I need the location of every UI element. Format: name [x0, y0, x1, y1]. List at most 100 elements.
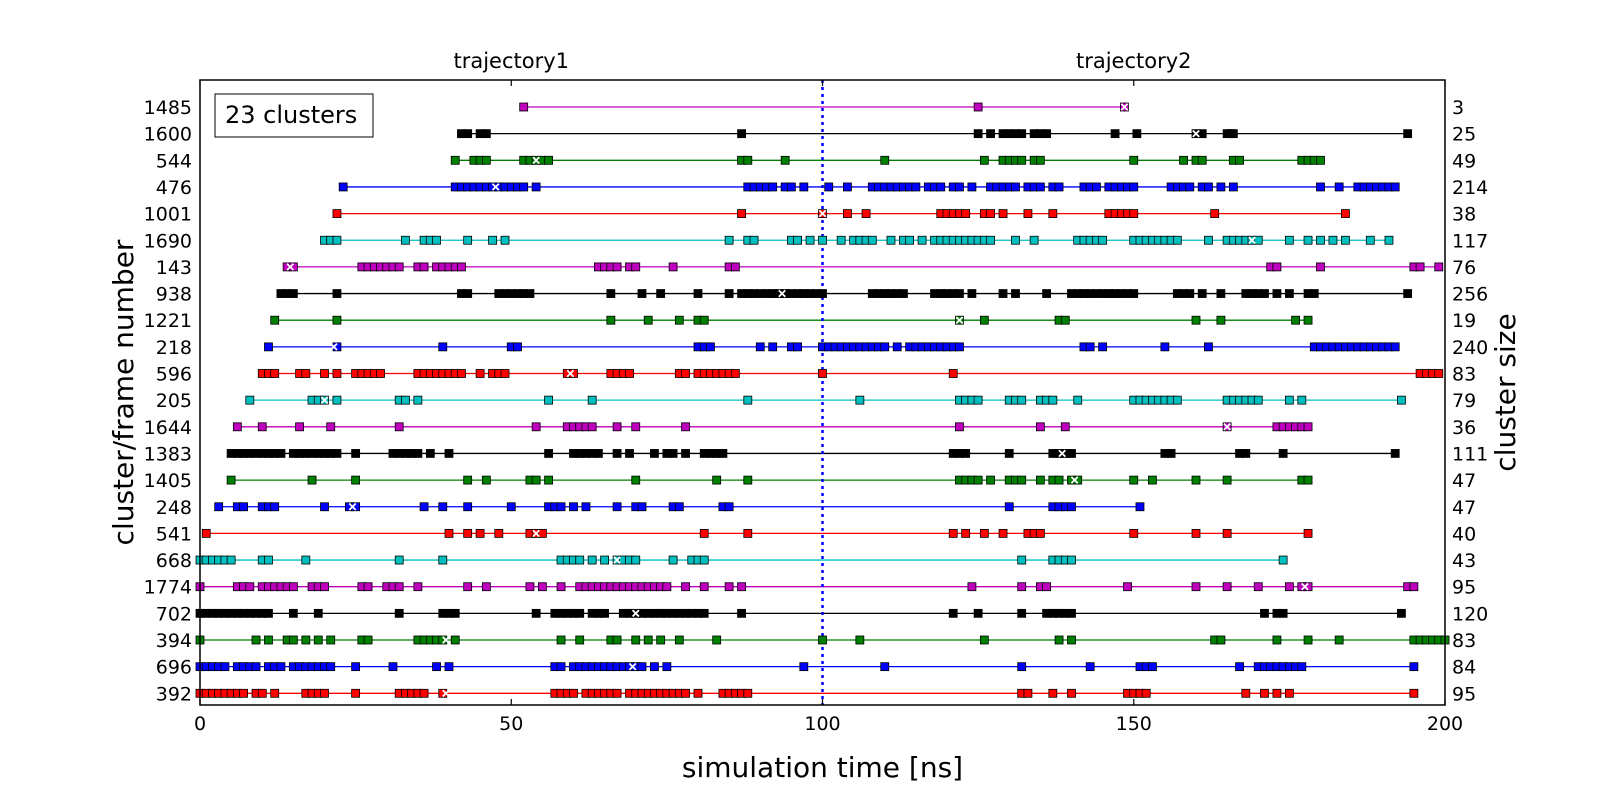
marker-702-50	[1260, 608, 1269, 618]
y-tick-label-1644: 1644	[144, 417, 192, 439]
marker-596-23	[500, 369, 510, 378]
marker-1221-14	[1303, 315, 1313, 325]
marker-1600-20	[1228, 129, 1238, 139]
marker-476-36	[955, 182, 964, 192]
marker-394-26	[855, 635, 865, 645]
marker-248-29	[1067, 502, 1076, 512]
marker-476-59	[1185, 182, 1195, 192]
marker-1690-14	[793, 235, 802, 245]
y2-tick-label-1644: 36	[1452, 417, 1476, 439]
marker-668-25	[1017, 555, 1027, 565]
marker-248-15	[556, 502, 566, 512]
marker-1690-61	[1328, 235, 1338, 245]
marker-1383-24	[444, 449, 454, 458]
marker-1405-3	[463, 475, 473, 485]
info-box: 23 clusters	[214, 93, 374, 138]
marker-1690-6	[432, 235, 441, 245]
marker-938-12	[606, 289, 616, 298]
marker-1001-4	[861, 209, 871, 219]
centroid-marker-541	[532, 529, 540, 538]
marker-1383-8	[276, 449, 286, 458]
marker-668-10	[438, 555, 448, 565]
marker-205-39	[1397, 395, 1406, 405]
marker-696-19	[351, 662, 361, 672]
marker-394-2	[264, 635, 273, 645]
marker-696-39	[799, 662, 809, 672]
y2-tick-label-1405: 47	[1452, 470, 1476, 492]
marker-1774-48	[1191, 582, 1201, 592]
marker-668-7	[264, 555, 273, 565]
centroid-marker-1600	[1192, 129, 1200, 138]
marker-1001-12	[998, 209, 1008, 219]
marker-541-2	[463, 529, 473, 538]
marker-394-33	[1303, 635, 1313, 645]
marker-702-52	[1278, 608, 1288, 618]
marker-1221-11	[1191, 315, 1201, 325]
centroid-marker-248	[348, 502, 357, 511]
marker-696-37	[650, 662, 659, 672]
marker-1690-7	[463, 235, 473, 245]
info-box-text: 23 clusters	[225, 101, 357, 129]
marker-1383-33	[650, 449, 659, 458]
marker-248-10	[438, 502, 448, 512]
y-tick-label-248: 248	[156, 497, 192, 519]
marker-696-45	[1148, 662, 1157, 672]
marker-1405-9	[712, 475, 722, 485]
marker-696-4	[220, 662, 230, 672]
marker-1221-10	[1060, 315, 1070, 325]
marker-1774-38	[662, 582, 672, 592]
marker-1001-9	[961, 209, 971, 219]
marker-218-37	[1204, 342, 1213, 352]
marker-218-8	[755, 342, 765, 352]
marker-541-10	[948, 529, 958, 538]
marker-392-15	[351, 688, 361, 698]
marker-1383-50	[1166, 449, 1176, 458]
marker-143-21	[631, 262, 641, 272]
marker-668-24	[699, 555, 709, 565]
marker-1405-7	[544, 475, 553, 485]
y2-tick-label-938: 256	[1452, 284, 1488, 306]
marker-544-25	[1235, 155, 1244, 165]
marker-392-50	[1048, 688, 1058, 698]
marker-702-42	[948, 608, 958, 618]
marker-248-12	[506, 502, 516, 512]
marker-1774-14	[363, 582, 373, 592]
centroid-marker-394	[442, 636, 450, 644]
marker-394-29	[1067, 635, 1076, 645]
marker-1221-2	[606, 315, 616, 325]
centroid-marker-392	[442, 689, 450, 698]
marker-1774-21	[525, 582, 535, 592]
marker-1383-16	[332, 449, 342, 458]
centroid-marker-696	[628, 662, 637, 671]
marker-1600-1	[463, 129, 473, 139]
marker-696-11	[276, 662, 286, 672]
marker-476-13	[531, 182, 541, 192]
marker-476-47	[1054, 182, 1064, 192]
marker-596-38	[730, 369, 740, 378]
marker-1405-27	[1222, 475, 1232, 485]
marker-394-32	[1272, 635, 1282, 645]
marker-541-16	[1035, 529, 1045, 538]
marker-1690-59	[1303, 235, 1313, 245]
y-tick-label-394: 394	[156, 630, 192, 652]
marker-1690-21	[867, 235, 877, 245]
marker-143-8	[394, 262, 404, 272]
marker-248-18	[612, 502, 622, 512]
marker-392-51	[1067, 688, 1076, 698]
marker-1001-14	[1048, 209, 1058, 219]
marker-205-11	[855, 395, 865, 405]
marker-476-62	[1216, 182, 1226, 192]
marker-1383-17	[351, 449, 361, 458]
marker-702-17	[450, 608, 460, 618]
centroid-marker-1001	[818, 209, 827, 218]
marker-1383-30	[594, 449, 603, 458]
marker-938-42	[967, 289, 977, 298]
info-box-frame	[214, 93, 374, 138]
marker-702-23	[575, 608, 585, 618]
marker-218-36	[1160, 342, 1170, 352]
marker-541-17	[1129, 529, 1139, 538]
marker-702-43	[973, 608, 983, 618]
marker-1774-3	[245, 582, 255, 592]
marker-696-55	[1409, 662, 1419, 672]
marker-596-19	[457, 369, 466, 378]
